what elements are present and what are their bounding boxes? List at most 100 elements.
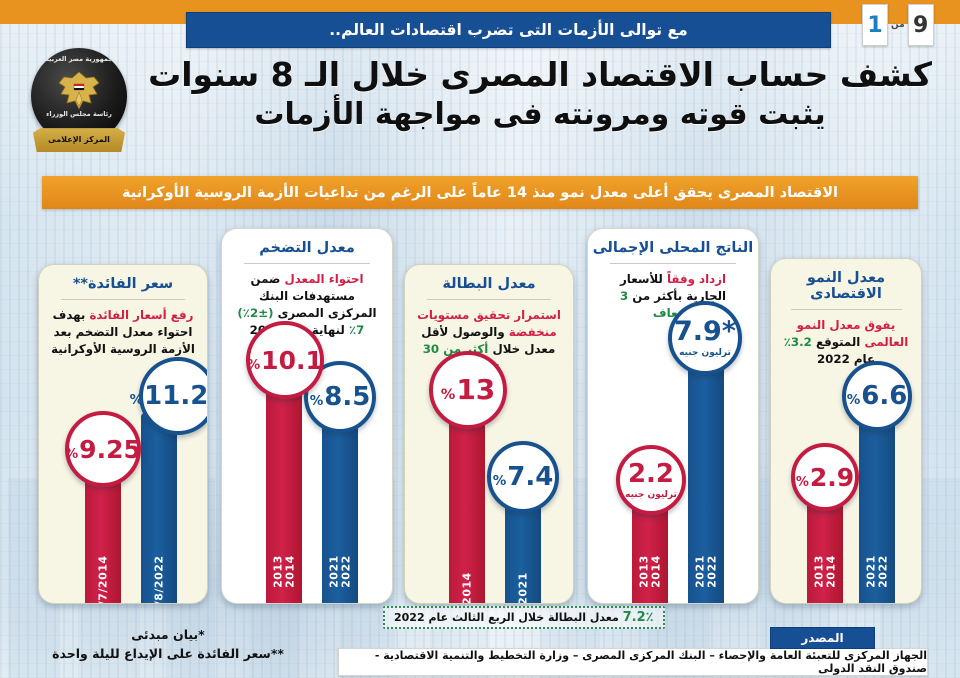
page-total: 9 xyxy=(913,12,929,38)
card-desc-body: ضمن مستهدفات البنك المركزى المصرى xyxy=(250,272,377,321)
bar-year-label: 17/7/2014 xyxy=(96,555,110,604)
bar-year-line2: 2022 xyxy=(876,555,889,588)
note-number: 7.2٪ xyxy=(622,610,654,625)
card-divider xyxy=(60,299,186,300)
bar-current: 18/8/2022 xyxy=(141,413,177,603)
card-divider xyxy=(610,263,736,264)
bubble-value: 13 xyxy=(456,373,496,406)
bubble-suffix: % xyxy=(795,474,809,490)
card-desc-highlight: يفوق معدل النمو العالمى xyxy=(796,318,909,350)
subtitle-banner: الاقتصاد المصرى يحقق أعلى معدل نمو منذ 1… xyxy=(42,176,918,209)
source-label: المصدر xyxy=(770,627,875,649)
card-description: رفع أسعار الفائدة بهدف احتواء معدل التضخ… xyxy=(39,300,207,358)
bubble-value: 10.1 xyxy=(261,345,323,375)
source-bar: الجهاز المركزى للتعبئة العامة والإحصاء –… xyxy=(338,648,928,676)
footnote-overnight-deposit: **سعر الفائدة على الإيداع لليلة واحدة xyxy=(52,645,284,661)
card-desc-body: بهدف احتواء معدل التضخم بعد الأزمة الروس… xyxy=(51,308,195,357)
card-gdp[interactable]: الناتج المحلى الإجمالى ازداد وفقاً للأسع… xyxy=(587,228,759,604)
bubble-current: 6.6% xyxy=(842,361,912,431)
bar-year-line2: 2014 xyxy=(283,555,296,588)
bar-current: 2021 2022 xyxy=(688,355,724,603)
bar-previous: 2013 2014 xyxy=(807,493,843,603)
bubble-suffix: % xyxy=(309,393,324,409)
bubble-previous: 2.9% xyxy=(791,443,859,511)
bubble-value: 8.5 xyxy=(324,382,371,412)
bubble-current: 11.25% xyxy=(130,357,207,435)
card-title: معدل التضخم xyxy=(259,240,355,256)
source-label-text: المصدر xyxy=(801,631,844,645)
bubble-previous: 13% xyxy=(429,351,507,429)
card-divider xyxy=(426,299,552,300)
bubble-value: 2.9 xyxy=(809,462,855,492)
source-text: الجهاز المركزى للتعبئة العامة والإحصاء –… xyxy=(374,649,927,675)
bubble-value-wrap: 10.1% xyxy=(247,348,323,373)
bubble-value-wrap: 2.9% xyxy=(796,465,854,490)
bubble-value-wrap: *7.9 xyxy=(674,318,736,345)
bar-year-label: 2021 2022 xyxy=(864,555,889,588)
bubble-value: 9.25 xyxy=(79,434,141,464)
bar-year-line2: 2014 xyxy=(649,555,662,588)
bubble-value: 11.25 xyxy=(144,381,208,411)
card-desc-tail: عام 2022 xyxy=(816,352,876,367)
bubble-suffix: % xyxy=(65,446,79,462)
bar-previous: 2013 2014 xyxy=(266,379,302,603)
bar-year-label: 2021 xyxy=(516,572,530,604)
bubble-current: 7.4% xyxy=(487,441,559,513)
footnote-preliminary: *بيان مبدئى xyxy=(131,627,205,642)
bubble-value-wrap: 13% xyxy=(441,376,496,404)
card-desc-body: المتوقع xyxy=(815,335,861,350)
logo-ribbon-text: المركز الإعلامى xyxy=(48,134,110,144)
bubble-previous: 2.2 ترليون جنيه xyxy=(616,445,686,515)
note-text: معدل البطالة خلال الربع الثالث عام 2022 xyxy=(394,611,619,624)
bubble-suffix: % xyxy=(129,392,144,408)
bar-current: 2021 2022 xyxy=(859,413,895,603)
card-bars: 18/8/2022 11.25% 17/7/2014 9.25% xyxy=(39,265,207,603)
card-unemployment-rate[interactable]: معدل البطالة استمرار تحقيق مستويات منخفض… xyxy=(404,264,574,604)
bar-year-label: 2013 2014 xyxy=(271,555,296,588)
bubble-value-wrap: 9.25% xyxy=(65,437,141,462)
eagle-of-saladin-icon xyxy=(58,71,100,110)
card-title: سعر الفائدة** xyxy=(72,276,174,292)
page-title: كشف حساب الاقتصاد المصرى خلال الـ 8 سنوا… xyxy=(140,54,940,135)
card-desc-highlight: احتواء المعدل xyxy=(284,272,364,286)
header-banner-text: مع توالى الأزمات التى تضرب اقتصادات العا… xyxy=(329,21,688,39)
card-desc-green: (±2٪) 7٪ xyxy=(237,306,365,338)
bubble-suffix: % xyxy=(846,392,861,408)
card-title: معدل البطالة xyxy=(442,276,536,292)
unemployment-q3-note: 7.2٪ معدل البطالة خلال الربع الثالث عام … xyxy=(383,606,665,629)
bar-year-label: 18/8/2022 xyxy=(152,555,166,604)
bar-year-line2: 2022 xyxy=(339,555,352,588)
egypt-cabinet-logo: جمهورية مصر العربية رئاسة مجلس الوزراء ا… xyxy=(25,48,133,160)
bubble-value-wrap: 11.25% xyxy=(129,381,208,411)
card-inflation-rate[interactable]: معدل التضخم احتواء المعدل ضمن مستهدفات ا… xyxy=(221,228,393,604)
logo-arc-bottom: رئاسة مجلس الوزراء xyxy=(46,110,112,118)
bubble-value: 2.2 xyxy=(627,458,675,489)
footnotes: *بيان مبدئى **سعر الفائدة على الإيداع لل… xyxy=(28,626,308,664)
bar-previous: 17/7/2014 xyxy=(85,466,121,603)
page-current-box: 1 xyxy=(862,4,888,46)
card-desc-highlight: استمرار تحقيق مستويات منخفضة xyxy=(417,308,561,340)
page-title-line2: يثبت قوته ومرونته فى مواجهة الأزمات xyxy=(254,97,826,133)
bubble-current: *7.9 ترليون جنيه xyxy=(668,301,742,375)
bar-year-label: 2013 2014 xyxy=(637,555,662,588)
page-of-label: من xyxy=(891,20,905,30)
bubble-value-wrap: 8.5% xyxy=(310,384,371,410)
card-desc-body: للأسعار الجارية بأكثر من xyxy=(619,272,727,304)
bubble-unit: ترليون جنيه xyxy=(679,348,731,358)
card-economic-growth-rate[interactable]: معدل النمو الاقتصادى يفوق معدل النمو الع… xyxy=(770,258,922,604)
card-interest-rate[interactable]: سعر الفائدة** رفع أسعار الفائدة بهدف احت… xyxy=(38,264,208,604)
bar-current: 2021 2022 xyxy=(322,413,358,603)
bubble-unit: ترليون جنيه xyxy=(625,489,677,500)
card-bars: 2021 2022 6.6% 2013 2014 2.9% xyxy=(771,259,921,603)
card-bars: 2021 2022 8.5% 2013 2014 10.1% xyxy=(222,229,392,603)
header-banner: مع توالى الأزمات التى تضرب اقتصادات العا… xyxy=(186,12,831,48)
card-desc-green: 3.2٪ xyxy=(783,335,812,350)
bar-year-label: 2021 2022 xyxy=(693,555,718,588)
card-desc-highlight: رفع أسعار الفائدة xyxy=(89,308,194,322)
bubble-suffix: % xyxy=(492,473,507,489)
card-desc-body: والوصول لأقل معدل خلال xyxy=(421,325,556,357)
bubble-value: 7.4 xyxy=(507,462,554,492)
card-description: ازداد وفقاً للأسعار الجارية بأكثر من 3 أ… xyxy=(588,264,758,322)
logo-ribbon: المركز الإعلامى xyxy=(33,128,125,152)
page-title-line1: كشف حساب الاقتصاد المصرى خلال الـ 8 سنوا… xyxy=(148,55,932,94)
